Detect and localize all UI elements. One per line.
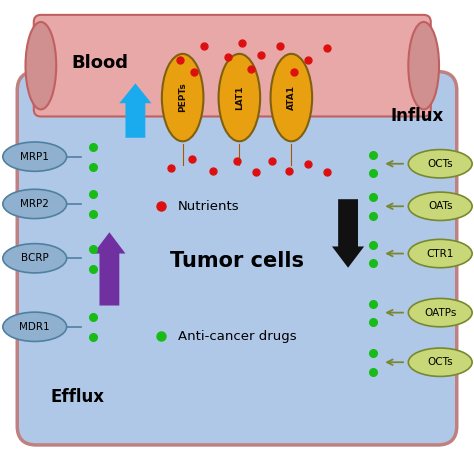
Text: OATs: OATs bbox=[428, 201, 453, 211]
Ellipse shape bbox=[408, 150, 472, 178]
Text: Anti-cancer drugs: Anti-cancer drugs bbox=[178, 330, 297, 343]
Text: ATA1: ATA1 bbox=[287, 85, 296, 110]
Ellipse shape bbox=[408, 192, 472, 220]
Ellipse shape bbox=[408, 348, 472, 376]
Text: PEPTs: PEPTs bbox=[178, 82, 187, 112]
Text: LAT1: LAT1 bbox=[235, 85, 244, 110]
Ellipse shape bbox=[408, 239, 472, 268]
Ellipse shape bbox=[271, 54, 312, 141]
Text: Blood: Blood bbox=[72, 55, 128, 73]
Text: Efflux: Efflux bbox=[50, 388, 104, 406]
Ellipse shape bbox=[3, 142, 67, 171]
Text: Influx: Influx bbox=[391, 108, 444, 126]
Text: MRP2: MRP2 bbox=[20, 199, 49, 209]
Text: Tumor cells: Tumor cells bbox=[170, 251, 304, 271]
Text: OCTs: OCTs bbox=[428, 159, 453, 169]
Text: MRP1: MRP1 bbox=[20, 152, 49, 162]
FancyArrow shape bbox=[332, 199, 364, 268]
Ellipse shape bbox=[3, 244, 67, 273]
Text: Nutrients: Nutrients bbox=[178, 200, 239, 213]
Ellipse shape bbox=[3, 312, 67, 341]
Text: CTR1: CTR1 bbox=[427, 248, 454, 258]
Ellipse shape bbox=[3, 189, 67, 219]
FancyBboxPatch shape bbox=[34, 15, 431, 117]
Text: BCRP: BCRP bbox=[21, 253, 49, 263]
Text: MDR1: MDR1 bbox=[19, 322, 50, 332]
Ellipse shape bbox=[26, 22, 56, 109]
Text: OCTs: OCTs bbox=[428, 357, 453, 367]
FancyArrow shape bbox=[93, 232, 126, 306]
Ellipse shape bbox=[408, 299, 472, 327]
FancyBboxPatch shape bbox=[17, 72, 457, 445]
Ellipse shape bbox=[219, 54, 260, 141]
Ellipse shape bbox=[162, 54, 203, 141]
Text: OATPs: OATPs bbox=[424, 308, 456, 318]
Ellipse shape bbox=[408, 22, 439, 109]
FancyArrow shape bbox=[119, 83, 152, 138]
